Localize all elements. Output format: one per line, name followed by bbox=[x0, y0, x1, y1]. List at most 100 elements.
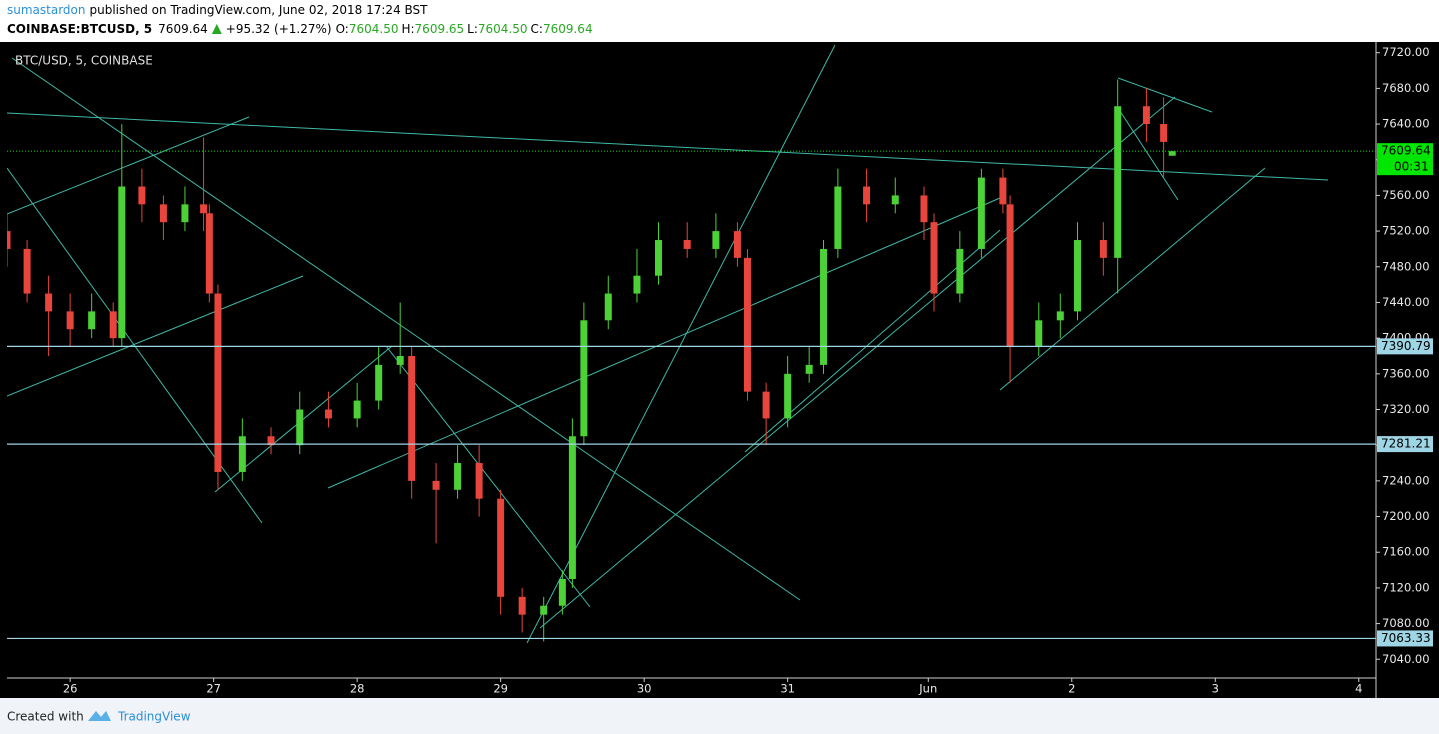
candle-body bbox=[1006, 204, 1014, 348]
candle-body bbox=[200, 204, 208, 214]
y-tick-label: 7320.00 bbox=[1382, 402, 1430, 416]
low-label: L: bbox=[467, 22, 478, 36]
header-bg bbox=[0, 0, 1439, 42]
level-label-bg bbox=[1377, 338, 1433, 355]
y-tick-label: 7720.00 bbox=[1382, 45, 1430, 59]
level-label: 7390.79 bbox=[1381, 339, 1431, 353]
trend-line bbox=[999, 167, 1266, 391]
x-tick-label: 4 bbox=[1355, 682, 1362, 696]
x-tick-label: 26 bbox=[63, 682, 78, 696]
candle-body bbox=[604, 293, 612, 321]
candle-body bbox=[1099, 240, 1107, 258]
candle-body bbox=[743, 257, 751, 392]
candle-body bbox=[654, 240, 662, 276]
footer-text: Created with bbox=[7, 710, 84, 724]
trend-line bbox=[11, 57, 801, 601]
candle-body bbox=[712, 231, 720, 249]
trend-line bbox=[385, 345, 591, 608]
y-tick-label: 7480.00 bbox=[1382, 259, 1430, 273]
candle-body bbox=[205, 213, 213, 294]
candle-body bbox=[1142, 106, 1150, 125]
y-tick-label: 7520.00 bbox=[1382, 224, 1430, 238]
candle-body bbox=[408, 355, 416, 481]
candle-body bbox=[683, 240, 691, 249]
candle-body bbox=[956, 248, 964, 294]
candle-body bbox=[1035, 320, 1043, 348]
candle-body bbox=[109, 311, 117, 339]
level-label-bg bbox=[1377, 436, 1433, 453]
candle-body bbox=[396, 355, 404, 365]
trend-line bbox=[7, 112, 1329, 181]
candle-body bbox=[66, 311, 74, 330]
trend-line bbox=[327, 197, 1001, 489]
candle-body bbox=[977, 177, 985, 249]
last-price-label: 7609.64 bbox=[1381, 144, 1431, 158]
trend-line bbox=[7, 275, 304, 397]
trend-line bbox=[1117, 107, 1179, 201]
x-tick-label: 27 bbox=[206, 682, 221, 696]
high-label: H: bbox=[401, 22, 414, 36]
author[interactable]: sumastardon bbox=[7, 3, 86, 17]
candle-body bbox=[999, 177, 1007, 205]
candle-body bbox=[181, 204, 189, 223]
y-tick-label: 7160.00 bbox=[1382, 545, 1430, 559]
last-price-bg bbox=[1377, 143, 1433, 176]
chart-bg bbox=[0, 42, 1439, 698]
chart-legend: BTC/USD, 5, COINBASE bbox=[15, 54, 153, 68]
close-label: C: bbox=[531, 22, 543, 36]
trend-line bbox=[539, 96, 1176, 629]
candle-body bbox=[375, 364, 383, 401]
x-tick-label: 2 bbox=[1068, 682, 1075, 696]
candle-body bbox=[558, 578, 566, 606]
candle-body bbox=[633, 275, 641, 294]
candle-body bbox=[518, 596, 526, 615]
x-tick-label: 30 bbox=[637, 682, 652, 696]
candle-body bbox=[1056, 311, 1064, 321]
candle-body bbox=[1074, 240, 1082, 312]
header-line: sumastardon published on TradingView.com,… bbox=[7, 3, 428, 17]
candle-body bbox=[267, 436, 275, 446]
quote-line: COINBASE:BTCUSD, 5 7609.64 +95.32 (+1.27%)… bbox=[7, 22, 593, 36]
candle-body bbox=[863, 186, 871, 205]
candle-body bbox=[88, 311, 96, 330]
y-tick-label: 7360.00 bbox=[1382, 366, 1430, 380]
trend-line bbox=[7, 116, 250, 215]
x-tick-label: 28 bbox=[350, 682, 365, 696]
y-tick-label: 7680.00 bbox=[1382, 81, 1430, 95]
y-tick-label: 7240.00 bbox=[1382, 473, 1430, 487]
open-label: O: bbox=[336, 22, 349, 36]
candle-body bbox=[324, 409, 332, 419]
y-tick-label: 7640.00 bbox=[1382, 117, 1430, 131]
candle-body bbox=[238, 436, 246, 472]
footer-brand[interactable]: TradingView bbox=[117, 710, 191, 724]
symbol: COINBASE:BTCUSD, 5 bbox=[7, 22, 152, 36]
candle-body bbox=[353, 400, 361, 419]
trend-line bbox=[1117, 77, 1213, 113]
trend-line bbox=[526, 44, 836, 644]
candle-body bbox=[820, 248, 828, 365]
candle-body bbox=[1168, 151, 1176, 156]
x-tick-label: 3 bbox=[1212, 682, 1219, 696]
candle-body bbox=[1160, 124, 1168, 142]
x-tick-label: 29 bbox=[493, 682, 508, 696]
footer-bg bbox=[0, 698, 1439, 734]
candle-body bbox=[138, 186, 146, 205]
candle-body bbox=[580, 320, 588, 437]
candle-body bbox=[497, 498, 505, 597]
candle-body bbox=[834, 186, 842, 249]
x-tick-label: 31 bbox=[780, 682, 795, 696]
countdown: 00:31 bbox=[1394, 160, 1429, 174]
candle-body bbox=[762, 391, 770, 419]
candle-body bbox=[540, 605, 548, 615]
level-label: 7281.21 bbox=[1381, 437, 1431, 451]
y-tick-label: 7200.00 bbox=[1382, 509, 1430, 523]
candle-body bbox=[805, 364, 813, 374]
candle-body bbox=[930, 222, 938, 294]
candle-body bbox=[1114, 106, 1122, 258]
candle-body bbox=[784, 373, 792, 419]
candle-body bbox=[45, 293, 53, 312]
y-tick-label: 7040.00 bbox=[1382, 652, 1430, 666]
close: 7609.64 bbox=[543, 22, 593, 36]
candle-body bbox=[159, 204, 167, 223]
